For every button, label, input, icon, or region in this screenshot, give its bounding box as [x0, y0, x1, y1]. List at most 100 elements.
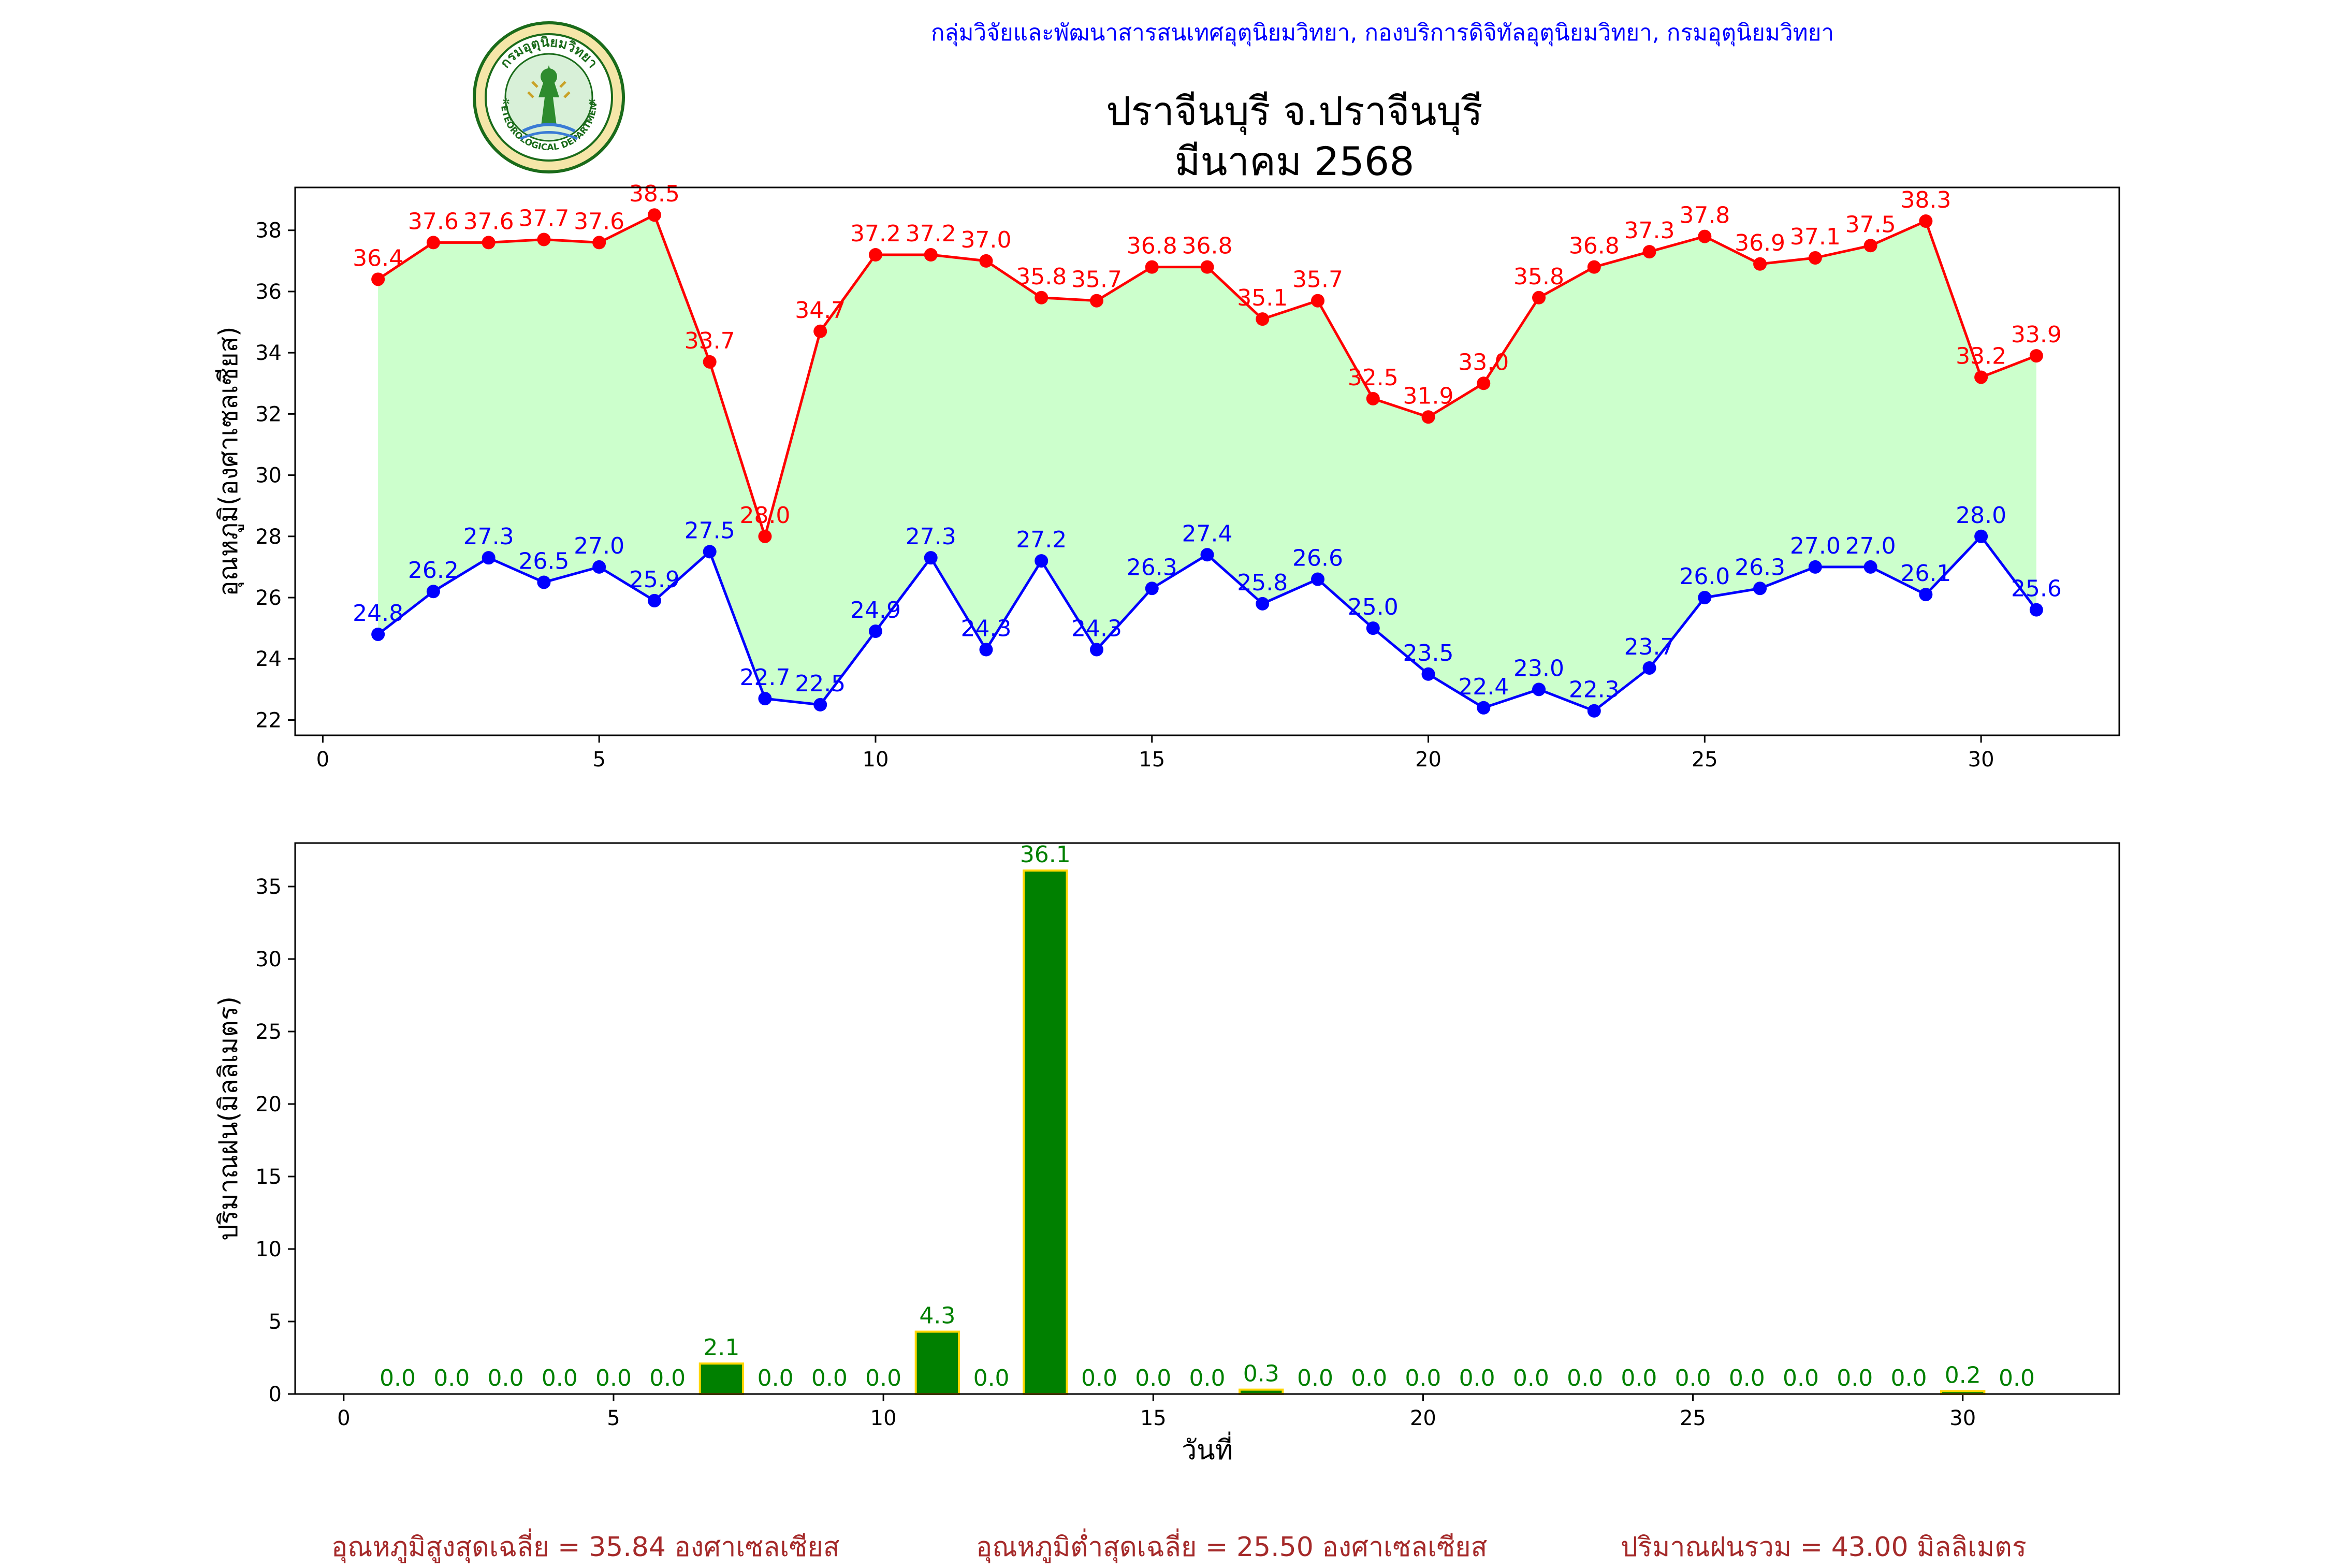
min-temp-point	[482, 551, 496, 565]
rain-data-label: 0.0	[758, 1365, 794, 1391]
rain-bar	[914, 1330, 960, 1396]
min-temp-point	[371, 627, 385, 641]
rain-bar	[1023, 869, 1068, 1395]
rain-data-label: 0.0	[1459, 1365, 1495, 1391]
rain-data-label: 0.3	[1243, 1361, 1279, 1387]
rain-data-label: 0.2	[1945, 1362, 1981, 1388]
min-temp-data-label: 23.5	[1403, 640, 1454, 666]
max-temp-data-label: 37.2	[906, 221, 956, 247]
max-temp-point	[868, 248, 882, 262]
max-temp-point	[1753, 257, 1767, 271]
min-temp-point	[1587, 704, 1601, 718]
rain-data-label: 0.0	[811, 1365, 848, 1391]
temp-x-tick-label: 5	[592, 748, 605, 772]
max-temp-data-label: 36.8	[1569, 233, 1620, 259]
meteorological-department-seal-icon: กรมอุตุนิยมวิทยา METEOROLOGICAL DEPARTME…	[471, 20, 625, 173]
min-temp-data-label: 27.0	[1790, 533, 1841, 559]
min-temp-point	[813, 698, 827, 712]
max-temp-data-label: 35.7	[1292, 267, 1343, 293]
chart-title-month: มีนาคม 2568	[1174, 138, 1415, 184]
temp-x-tick-label: 15	[1139, 748, 1165, 772]
max-temp-data-label: 33.7	[685, 328, 735, 354]
rain-data-label: 0.0	[1513, 1365, 1549, 1391]
temp-x-tick-label: 10	[863, 748, 889, 772]
max-temp-data-label: 35.7	[1071, 267, 1122, 293]
min-temp-data-label: 27.3	[463, 524, 514, 550]
min-temp-data-label: 23.0	[1513, 655, 1564, 681]
rain-x-tick-label: 10	[870, 1406, 897, 1430]
max-temp-point	[1587, 260, 1601, 274]
svg-text:✲: ✲	[588, 97, 596, 108]
max-temp-data-label: 33.2	[1956, 343, 2006, 369]
min-temp-point	[1145, 582, 1159, 596]
rain-data-label: 0.0	[1729, 1365, 1765, 1391]
max-temp-point	[482, 236, 496, 250]
rain-y-tick-label: 20	[255, 1093, 282, 1116]
min-temp-point	[1311, 572, 1325, 586]
max-temp-point	[1366, 391, 1380, 405]
temp-y-tick-label: 22	[255, 708, 282, 732]
min-temp-data-label: 25.8	[1237, 570, 1288, 596]
max-temp-point	[1863, 239, 1877, 253]
temp-y-tick-label: 34	[255, 341, 282, 365]
min-temp-data-label: 26.3	[1127, 554, 1177, 580]
temp-y-tick-label: 24	[255, 647, 282, 671]
max-temp-data-label: 35.1	[1237, 285, 1288, 311]
min-temp-data-label: 25.6	[2011, 576, 2062, 602]
max-temp-data-label: 37.6	[463, 208, 514, 235]
rain-y-tick-label: 0	[269, 1383, 282, 1406]
rainfall-chart: 0 5 10 15 20 25 30 0 5 10 15 20 25 30 35 0.0 0.0 0.0 0.0 0.…	[213, 841, 2120, 1466]
max-temp-data-label: 37.8	[1679, 202, 1730, 229]
min-temp-point	[1808, 560, 1822, 574]
max-temp-point	[979, 254, 993, 268]
max-temp-data-label: 37.5	[1845, 211, 1896, 238]
min-temp-point	[1366, 621, 1380, 635]
rain-y-tick-label: 10	[255, 1238, 282, 1261]
rain-data-label: 0.0	[595, 1365, 632, 1391]
min-temp-point	[1035, 554, 1048, 568]
max-temp-data-label: 38.3	[1900, 187, 1951, 213]
rain-data-label: 0.0	[1351, 1365, 1387, 1391]
max-temp-point	[813, 324, 827, 338]
min-temp-data-label: 26.2	[408, 557, 459, 584]
rain-data-label: 0.0	[1405, 1365, 1441, 1391]
max-temp-data-label: 36.8	[1127, 233, 1177, 259]
max-temp-data-label: 37.6	[408, 208, 459, 235]
min-temp-point	[924, 551, 938, 565]
max-temp-point	[1089, 294, 1103, 308]
organization-credit: กลุ่มวิจัยและพัฒนาสารสนเทศอุตุนิยมวิทยา,…	[930, 20, 1834, 46]
rain-y-tick-label: 15	[255, 1165, 282, 1189]
min-temp-data-label: 27.3	[906, 524, 956, 550]
min-temp-data-label: 24.3	[1071, 616, 1122, 642]
temp-x-tick-label: 0	[316, 748, 329, 772]
rain-data-label: 0.0	[649, 1365, 686, 1391]
temp-x-tick-label: 20	[1415, 748, 1441, 772]
rainfall-plot-frame	[294, 842, 2120, 1395]
rain-data-label: 0.0	[1621, 1365, 1657, 1391]
min-temp-point	[703, 545, 717, 559]
rain-data-label: 0.0	[1567, 1365, 1603, 1391]
min-temp-data-label: 25.0	[1348, 594, 1399, 620]
rain-data-label: 0.0	[1891, 1365, 1927, 1391]
temp-y-tick-label: 38	[255, 219, 282, 243]
min-temp-data-label: 23.7	[1624, 634, 1675, 660]
min-temp-point	[1256, 597, 1270, 611]
temp-y-tick-label: 32	[255, 402, 282, 426]
min-temp-data-label: 22.4	[1458, 674, 1509, 700]
rain-data-label: 0.0	[973, 1365, 1010, 1391]
max-temp-data-label: 38.5	[629, 181, 680, 207]
min-temp-point	[1974, 529, 1988, 543]
rain-data-label: 0.0	[1135, 1365, 1171, 1391]
min-temp-point	[647, 593, 661, 607]
min-temp-point	[426, 585, 440, 599]
min-temp-data-label: 27.5	[685, 517, 735, 544]
rain-y-tick-label: 30	[255, 948, 282, 971]
min-temp-point	[1919, 588, 1933, 602]
temp-y-tick-label: 30	[255, 464, 282, 488]
min-temp-data-label: 26.1	[1900, 560, 1951, 587]
max-temp-point	[1311, 294, 1325, 308]
rainfall-x-axis-label: วันที่	[1182, 1431, 1233, 1466]
max-temp-point	[1035, 291, 1048, 304]
temp-x-tick-label: 25	[1692, 748, 1718, 772]
